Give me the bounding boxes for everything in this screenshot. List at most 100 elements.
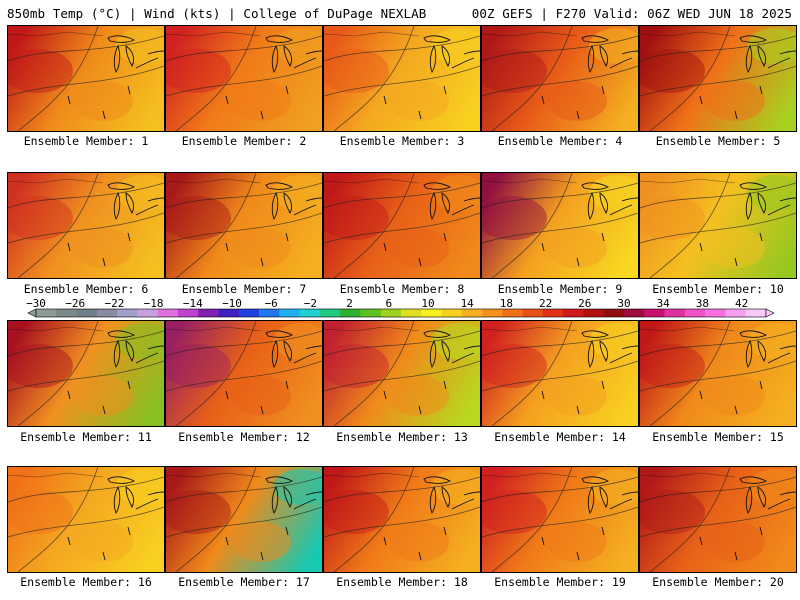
colorbar-swatch bbox=[56, 309, 77, 317]
colorbar-swatch bbox=[198, 309, 219, 317]
ensemble-member-map bbox=[481, 172, 639, 279]
colorbar-swatch bbox=[299, 309, 321, 317]
ensemble-member-map bbox=[481, 25, 639, 132]
colorbar-swatch bbox=[96, 309, 118, 317]
ensemble-member-map bbox=[323, 466, 481, 573]
colorbar-swatch bbox=[441, 309, 463, 317]
colorbar-swatch bbox=[36, 309, 57, 317]
colorbar-tick-label: 6 bbox=[385, 297, 393, 310]
colorbar-swatch bbox=[279, 309, 300, 317]
colorbar-swatch bbox=[542, 309, 564, 317]
ensemble-member-map bbox=[7, 172, 165, 279]
temperature-colorbar bbox=[27, 308, 775, 318]
colorbar-tick-label: 18 bbox=[499, 297, 514, 310]
colorbar-tick-label: 10 bbox=[421, 297, 435, 310]
colorbar-arrow-left bbox=[27, 308, 37, 318]
colorbar-swatch bbox=[502, 309, 523, 317]
colorbar-swatch bbox=[401, 309, 422, 317]
colorbar-swatch bbox=[319, 309, 341, 317]
ensemble-member-map bbox=[7, 466, 165, 573]
colorbar-swatch bbox=[137, 309, 158, 317]
colorbar-swatch bbox=[482, 309, 503, 317]
colorbar-swatch bbox=[76, 309, 98, 317]
ensemble-member-map bbox=[323, 320, 481, 427]
ensemble-member-label: Ensemble Member: 8 bbox=[339, 282, 465, 296]
colorbar-tick-label: −10 bbox=[222, 297, 242, 310]
colorbar-tick-label: −2 bbox=[303, 297, 318, 310]
colorbar-arrow-right bbox=[765, 308, 775, 318]
colorbar-swatch bbox=[177, 309, 199, 317]
colorbar-swatch bbox=[664, 309, 686, 317]
colorbar-swatch bbox=[157, 309, 179, 317]
colorbar-tick-label: −30 bbox=[26, 297, 46, 310]
colorbar-tick-label: 38 bbox=[695, 297, 710, 310]
ensemble-member-label: Ensemble Member: 15 bbox=[652, 430, 784, 444]
colorbar-swatch bbox=[238, 309, 260, 317]
colorbar-tick-label: −14 bbox=[182, 297, 203, 310]
ensemble-member-map bbox=[639, 172, 797, 279]
colorbar-swatch bbox=[117, 309, 138, 317]
colorbar-tick-label: 30 bbox=[617, 297, 631, 310]
ensemble-member-label: Ensemble Member: 12 bbox=[178, 430, 310, 444]
ensemble-member-label: Ensemble Member: 3 bbox=[339, 134, 465, 148]
ensemble-member-label: Ensemble Member: 11 bbox=[20, 430, 152, 444]
colorbar-swatch bbox=[705, 309, 726, 317]
ensemble-member-label: Ensemble Member: 6 bbox=[23, 282, 149, 296]
ensemble-member-label: Ensemble Member: 10 bbox=[652, 282, 784, 296]
colorbar-tick-label: 34 bbox=[656, 297, 670, 310]
ensemble-member-label: Ensemble Member: 20 bbox=[652, 575, 784, 589]
ensemble-member-map bbox=[165, 25, 323, 132]
colorbar-swatch bbox=[380, 309, 402, 317]
colorbar-swatch bbox=[259, 309, 280, 317]
colorbar-swatch bbox=[218, 309, 240, 317]
colorbar-swatch bbox=[745, 309, 767, 317]
ensemble-member-label: Ensemble Member: 16 bbox=[20, 575, 152, 589]
colorbar-swatch bbox=[583, 309, 605, 317]
ensemble-member-map bbox=[481, 320, 639, 427]
colorbar-swatch bbox=[340, 309, 361, 317]
colorbar-swatch bbox=[624, 309, 645, 317]
ensemble-member-map bbox=[639, 25, 797, 132]
colorbar-tick-label: 14 bbox=[460, 297, 474, 310]
ensemble-member-label: Ensemble Member: 17 bbox=[178, 575, 310, 589]
ensemble-member-map bbox=[7, 320, 165, 427]
colorbar-swatch bbox=[421, 309, 442, 317]
ensemble-member-label: Ensemble Member: 9 bbox=[497, 282, 623, 296]
colorbar-swatch bbox=[644, 309, 665, 317]
colorbar-swatch bbox=[684, 309, 706, 317]
colorbar-swatch bbox=[461, 309, 483, 317]
header-title: 850mb Temp (°C) | Wind (kts) | College o… bbox=[7, 6, 427, 21]
ensemble-member-map bbox=[7, 25, 165, 132]
colorbar-tick-label: 42 bbox=[734, 297, 749, 310]
colorbar-swatch bbox=[725, 309, 747, 317]
ensemble-member-label: Ensemble Member: 13 bbox=[336, 430, 468, 444]
colorbar-tick-label: −26 bbox=[65, 297, 86, 310]
ensemble-member-map bbox=[639, 466, 797, 573]
ensemble-member-label: Ensemble Member: 4 bbox=[497, 134, 623, 148]
ensemble-member-map bbox=[639, 320, 797, 427]
ensemble-member-map bbox=[165, 172, 323, 279]
colorbar-tick-label: −6 bbox=[264, 297, 278, 310]
colorbar-swatch bbox=[603, 309, 625, 317]
ensemble-member-label: Ensemble Member: 18 bbox=[336, 575, 468, 589]
colorbar-tick-label: 26 bbox=[578, 297, 592, 310]
ensemble-member-map bbox=[165, 466, 323, 573]
colorbar-swatch bbox=[563, 309, 584, 317]
ensemble-member-map bbox=[323, 172, 481, 279]
ensemble-member-label: Ensemble Member: 7 bbox=[181, 282, 307, 296]
ensemble-member-map bbox=[323, 25, 481, 132]
ensemble-member-label: Ensemble Member: 14 bbox=[494, 430, 626, 444]
header-run-info: 00Z GEFS | F270 Valid: 06Z WED JUN 18 20… bbox=[471, 6, 792, 21]
colorbar-tick-label: −22 bbox=[104, 297, 125, 310]
ensemble-member-label: Ensemble Member: 19 bbox=[494, 575, 626, 589]
ensemble-member-label: Ensemble Member: 1 bbox=[23, 134, 149, 148]
colorbar-tick-label: −18 bbox=[143, 297, 164, 310]
ensemble-member-label: Ensemble Member: 2 bbox=[181, 134, 307, 148]
colorbar-swatch bbox=[360, 309, 382, 317]
colorbar-tick-label: 2 bbox=[346, 297, 353, 310]
ensemble-member-map bbox=[481, 466, 639, 573]
ensemble-member-label: Ensemble Member: 5 bbox=[655, 134, 781, 148]
colorbar-tick-label: 22 bbox=[538, 297, 553, 310]
colorbar-swatch bbox=[522, 309, 544, 317]
ensemble-member-map bbox=[165, 320, 323, 427]
